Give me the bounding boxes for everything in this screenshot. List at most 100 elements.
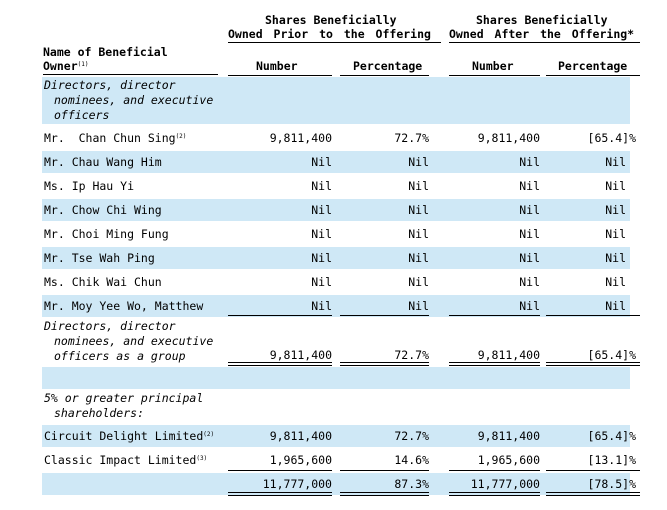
num-prior: 1,965,600 <box>269 453 332 467</box>
header-underline-group1 <box>228 42 441 43</box>
total-rule-3 <box>449 492 540 496</box>
table-row: Circuit Delight Limited(2) 9,811,400 72.… <box>42 425 636 447</box>
group-label-line3: officers as a group <box>54 349 186 363</box>
header-underline-group2 <box>449 42 640 43</box>
num-prior: Nil <box>311 203 332 217</box>
table-row: Mr. Tse Wah Ping Nil Nil Nil Nil <box>42 247 630 269</box>
pct-prior: Nil <box>408 179 429 193</box>
num-prior: Nil <box>311 155 332 169</box>
section-directors-heading: Directors, director nominees, and execut… <box>42 77 630 124</box>
num-after: 11,777,000 <box>470 477 540 491</box>
col-underline-2 <box>340 75 429 76</box>
table-row: Mr. Chow Chi Wing Nil Nil Nil Nil <box>42 199 630 221</box>
num-prior: 9,811,400 <box>269 131 332 145</box>
subtotal-rule-2 <box>340 315 429 316</box>
owner-name: Mr. Choi Ming Fung <box>44 227 169 241</box>
owner-name-text: Classic Impact Limited <box>44 453 197 467</box>
spacer-row <box>42 367 630 389</box>
total-rule-2 <box>340 362 429 366</box>
pct-prior: 14.6% <box>394 453 429 467</box>
header-name-owner: Owner <box>43 59 78 73</box>
col-header-number-after: Number <box>472 59 514 73</box>
subtotal-rule-4 <box>546 470 640 471</box>
footnote-ref: (1) <box>77 61 89 68</box>
subtotal-rule-2 <box>340 470 429 471</box>
section-directors-line1: Directors, director <box>44 78 176 92</box>
owner-name-text: Circuit Delight Limited <box>44 429 204 443</box>
table-row: Classic Impact Limited(3) 1,965,600 14.6… <box>42 449 636 471</box>
header-name-line1: Name of Beneficial <box>43 45 168 59</box>
owner-name: Mr. Moy Yee Wo, Matthew <box>44 299 204 313</box>
num-prior: Nil <box>311 299 332 313</box>
section-principal-line2: shareholders: <box>54 406 145 420</box>
pct-prior: Nil <box>408 251 429 265</box>
col-underline-3 <box>449 75 540 76</box>
num-prior: Nil <box>311 227 332 241</box>
total-rule-4 <box>546 362 640 366</box>
subtotal-rule-1 <box>228 470 332 471</box>
header-name-line2: Owner(1) <box>43 59 88 73</box>
col-header-pct-after: Percentage <box>558 59 628 73</box>
pct-after: Nil <box>605 275 626 289</box>
num-after: Nil <box>519 275 540 289</box>
table-row: Mr. Chau Wang Him Nil Nil Nil Nil <box>42 151 630 173</box>
pct-prior: Nil <box>408 299 429 313</box>
table-row: Ms. Chik Wai Chun Nil Nil Nil Nil <box>42 271 630 293</box>
pct-after: Nil <box>605 299 626 313</box>
principal-total-row: 11,777,000 87.3% 11,777,000 [78.5]% <box>42 473 636 495</box>
subtotal-rule-1 <box>228 315 332 316</box>
pct-prior: Nil <box>408 227 429 241</box>
total-rule-1 <box>228 362 332 366</box>
group-total-row: Directors, director nominees, and execut… <box>42 318 636 365</box>
pct-after: Nil <box>605 155 626 169</box>
header-underline-name <box>43 74 218 75</box>
section-directors-line2: nominees, and executive <box>54 93 214 107</box>
num-after: 1,965,600 <box>477 453 540 467</box>
section-principal-line1: 5% or greater principal <box>44 391 204 405</box>
num-after: 9,811,400 <box>477 429 540 443</box>
pct-after: Nil <box>605 251 626 265</box>
footnote-ref: (3) <box>196 455 208 462</box>
num-after: Nil <box>519 203 540 217</box>
owner-name: Ms. Ip Hau Yi <box>44 179 135 193</box>
owner-name: Ms. Chik Wai Chun <box>44 275 162 289</box>
total-rule-4 <box>546 492 640 496</box>
pct-after: [65.4]% <box>587 348 636 362</box>
section-principal-heading: 5% or greater principal shareholders: <box>42 389 630 423</box>
col-underline-4 <box>546 75 640 76</box>
pct-after: [65.4]% <box>587 429 636 443</box>
col-header-number-prior: Number <box>256 59 298 73</box>
total-rule-3 <box>449 362 540 366</box>
footnote-ref: (2) <box>175 133 187 140</box>
pct-prior: 72.7% <box>394 131 429 145</box>
table-row: Mr. Choi Ming Fung Nil Nil Nil Nil <box>42 223 630 245</box>
pct-prior: 72.7% <box>394 429 429 443</box>
table-row: Ms. Ip Hau Yi Nil Nil Nil Nil <box>42 175 630 197</box>
group-label-line2: nominees, and executive <box>54 334 214 348</box>
header-group2-line1: Shares Beneficially <box>476 13 608 27</box>
section-directors-line3: officers <box>54 108 110 122</box>
table-row: Mr. Chan Chun Sing(2) 9,811,400 72.7% 9,… <box>42 127 636 149</box>
num-prior: Nil <box>311 275 332 289</box>
owner-name: Classic Impact Limited(3) <box>44 453 207 467</box>
pct-prior: 72.7% <box>394 348 429 362</box>
pct-prior: 87.3% <box>394 477 429 491</box>
num-prior: 9,811,400 <box>269 429 332 443</box>
subtotal-rule-3 <box>449 470 540 471</box>
owner-name: Mr. Tse Wah Ping <box>44 251 155 265</box>
table-row: Mr. Moy Yee Wo, Matthew Nil Nil Nil Nil <box>42 295 630 317</box>
num-after: Nil <box>519 251 540 265</box>
num-prior: Nil <box>311 251 332 265</box>
footnote-ref: (2) <box>203 431 215 438</box>
total-rule-2 <box>340 492 429 496</box>
owner-name-text: Mr. Chan Chun Sing <box>44 131 176 145</box>
pct-after: Nil <box>605 227 626 241</box>
num-after: 9,811,400 <box>477 131 540 145</box>
num-after: Nil <box>519 299 540 313</box>
owner-name: Circuit Delight Limited(2) <box>44 429 214 443</box>
owner-name: Mr. Chow Chi Wing <box>44 203 162 217</box>
pct-prior: Nil <box>408 203 429 217</box>
total-rule-1 <box>228 492 332 496</box>
owner-name: Mr. Chau Wang Him <box>44 155 162 169</box>
subtotal-rule-3 <box>449 315 540 316</box>
